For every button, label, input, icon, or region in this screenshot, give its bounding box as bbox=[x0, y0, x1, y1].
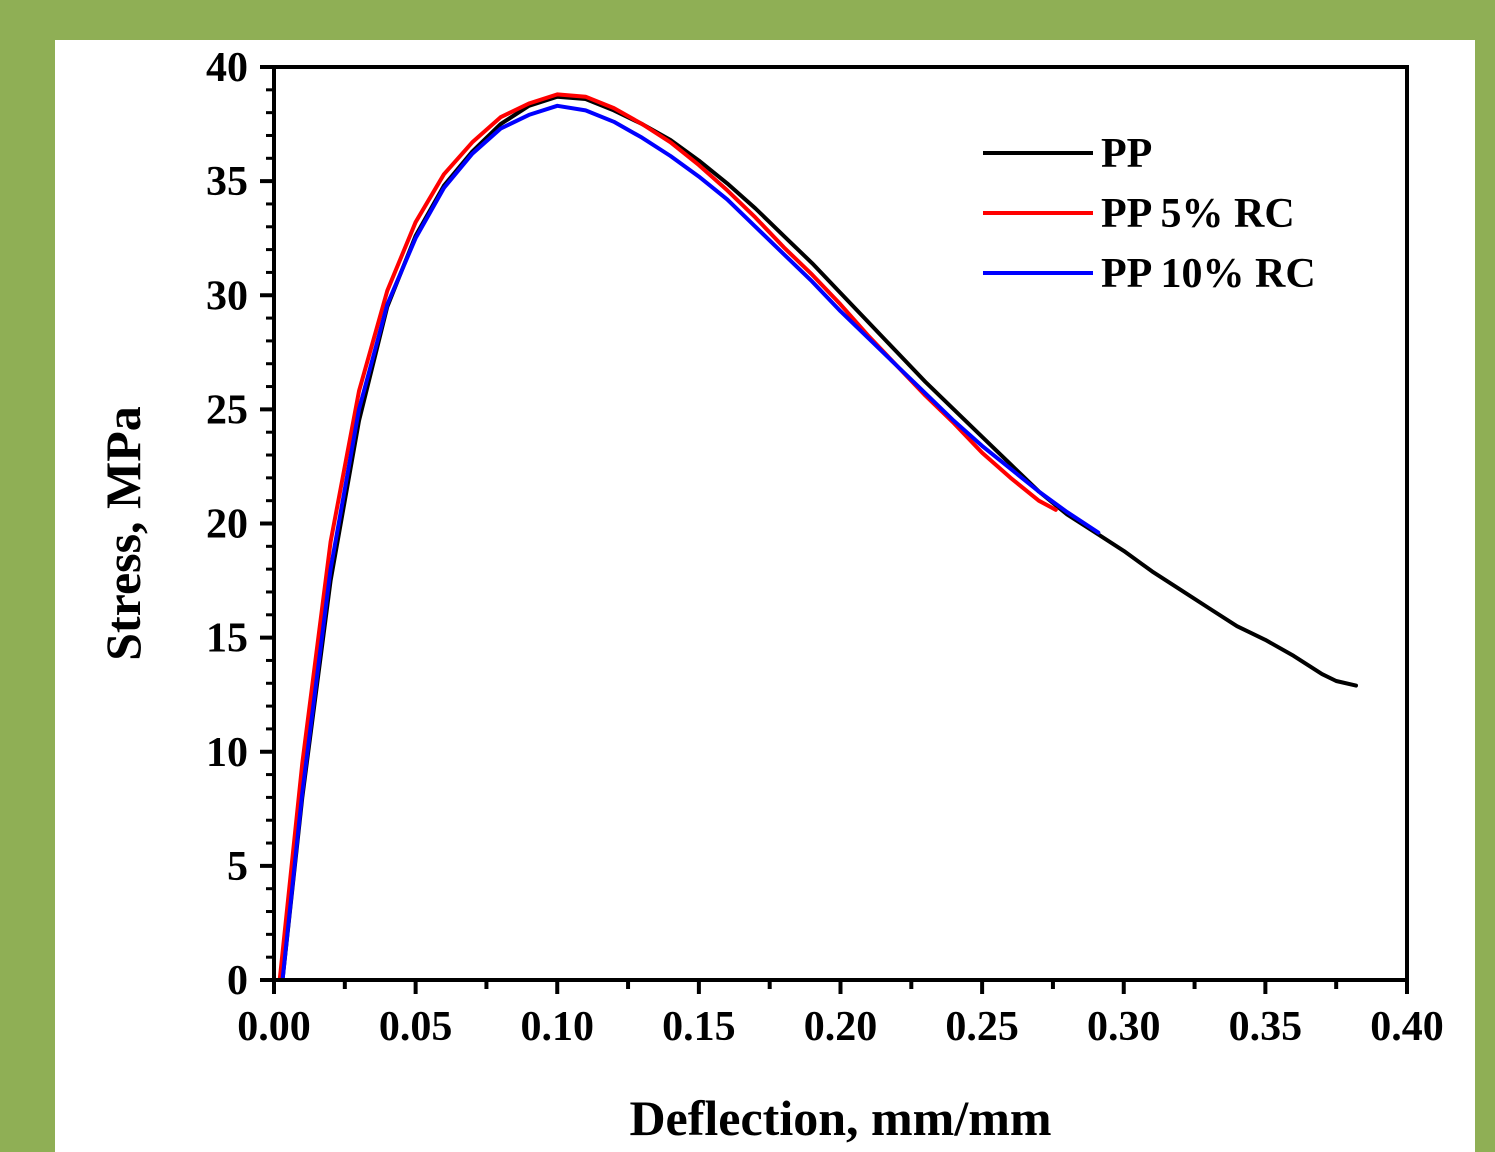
x-tick-labels: 0.00 0.05 0.10 0.15 0.20 0.25 0.30 0.35 0.40 bbox=[237, 1004, 1444, 1050]
y-tick-label: 5 bbox=[227, 844, 248, 890]
y-tick-label: 30 bbox=[206, 273, 248, 319]
series-line-3 bbox=[280, 103, 1101, 982]
y-tick-label: 10 bbox=[206, 730, 248, 776]
x-tick-label: 0.05 bbox=[379, 1004, 453, 1050]
plot-frame bbox=[272, 65, 1409, 982]
y-tick-labels: 0 5 10 15 20 25 30 35 40 bbox=[206, 45, 248, 1004]
y-tick-label: 35 bbox=[206, 159, 248, 205]
y-tick-label: 15 bbox=[206, 616, 248, 662]
y-tick-label: 25 bbox=[206, 387, 248, 433]
x-tick-label: 0.10 bbox=[521, 1004, 595, 1050]
y-tick-label: 0 bbox=[227, 958, 248, 1004]
series-layer bbox=[277, 92, 1358, 982]
legend-label: PP 10% RC bbox=[1101, 251, 1316, 297]
legend-label: PP 5% RC bbox=[1101, 191, 1295, 237]
x-tick-label: 0.20 bbox=[804, 1004, 878, 1050]
x-tick-label: 0.35 bbox=[1229, 1004, 1303, 1050]
series-line-2 bbox=[277, 92, 1058, 982]
x-tick-label: 0.00 bbox=[237, 1004, 311, 1050]
y-tick-label: 20 bbox=[206, 502, 248, 548]
x-tick-label: 0.30 bbox=[1087, 1004, 1161, 1050]
x-axis-title: Deflection, mm/mm bbox=[629, 1090, 1051, 1146]
y-tick-label: 40 bbox=[206, 45, 248, 91]
x-tick-label: 0.25 bbox=[945, 1004, 1019, 1050]
y-axis-title: Stress, MPa bbox=[95, 406, 151, 661]
x-tick-label: 0.15 bbox=[662, 1004, 736, 1050]
legend-label: PP bbox=[1101, 131, 1152, 177]
legend: PP PP 5% RC PP 10% RC bbox=[983, 131, 1316, 297]
x-tick-label: 0.40 bbox=[1370, 1004, 1444, 1050]
